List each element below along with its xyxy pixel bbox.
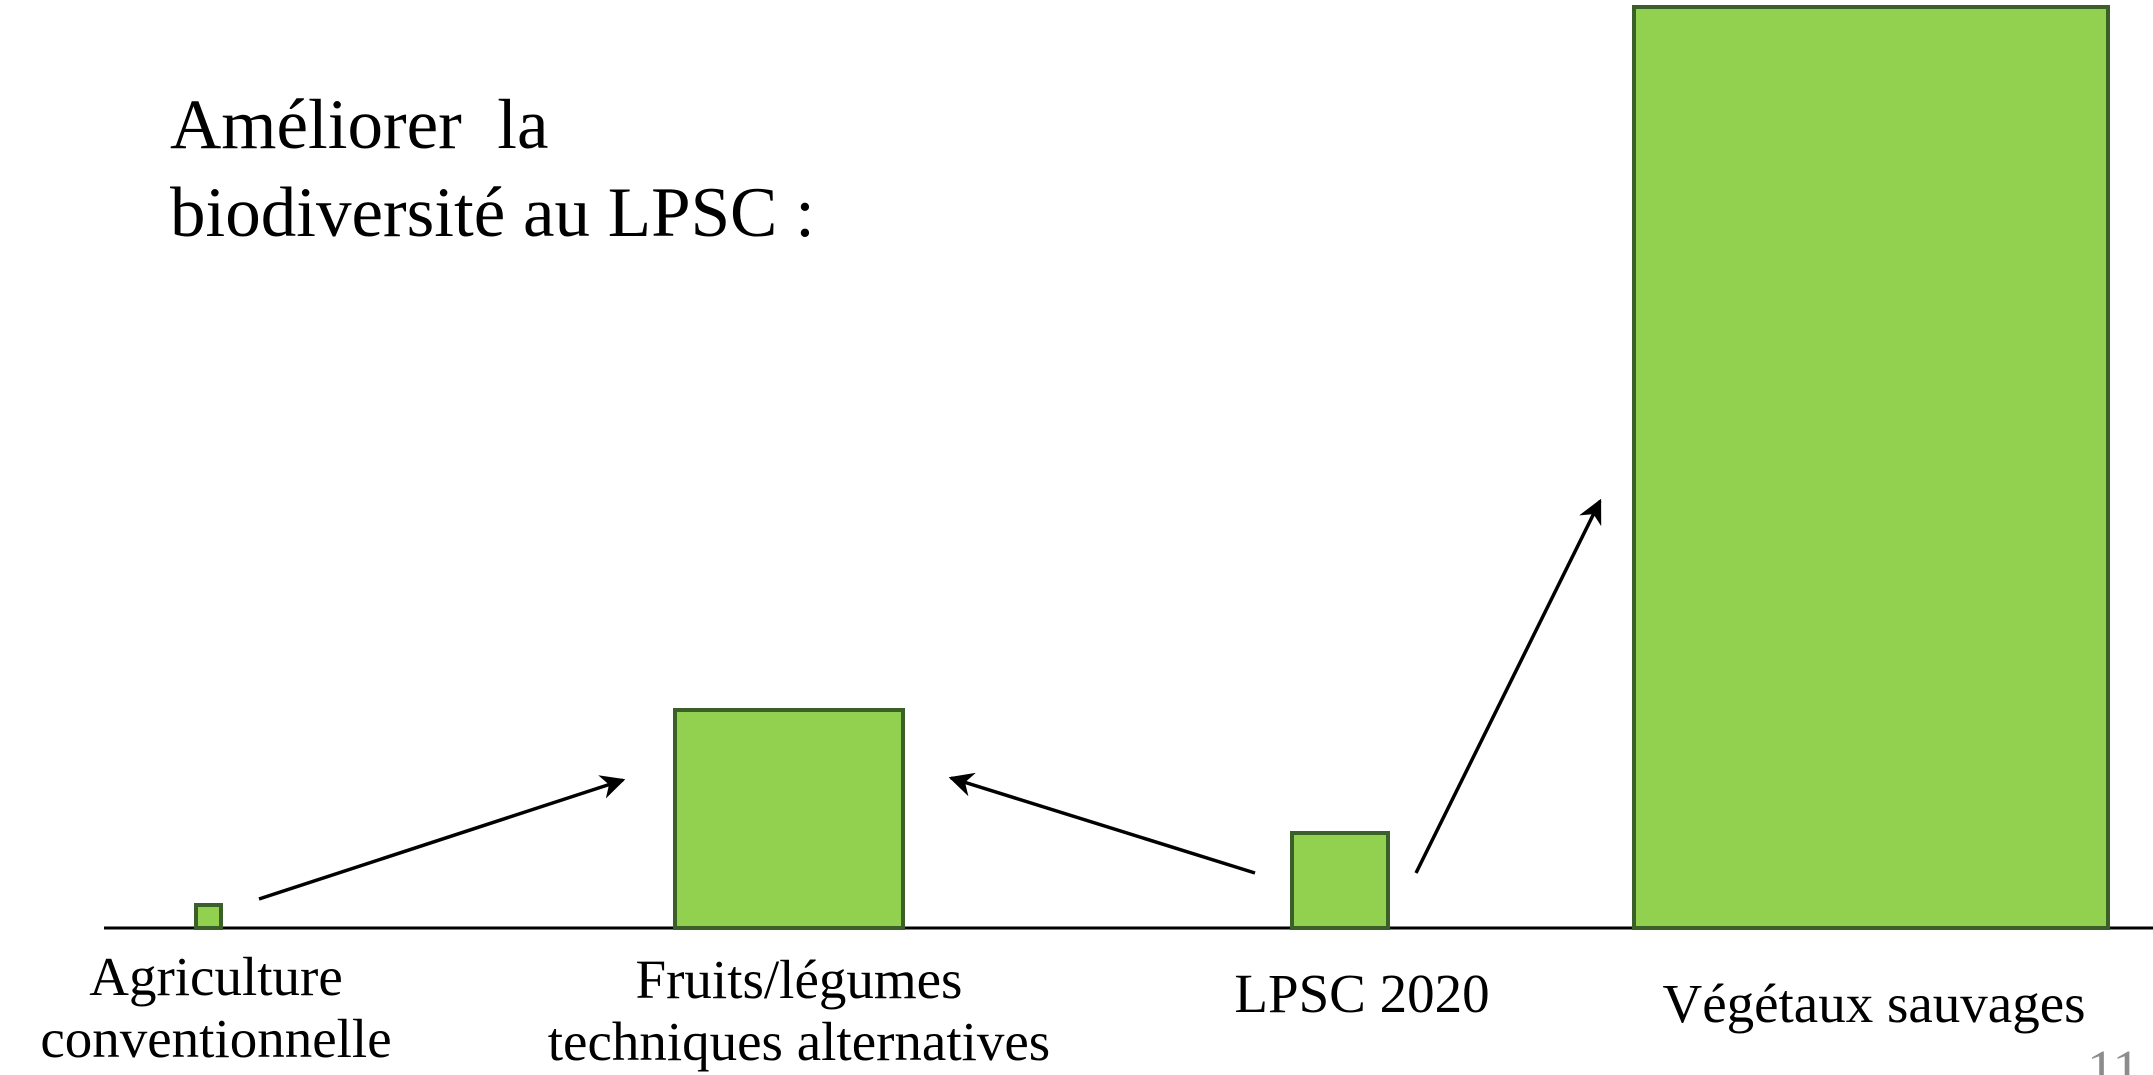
node-label: techniques alternatives (548, 1011, 1050, 1072)
title-line: biodiversité au LPSC : (170, 174, 815, 252)
arrow (1414, 498, 1602, 874)
box (673, 708, 905, 930)
box (1632, 5, 2110, 930)
title-line: Améliorer la (170, 86, 549, 164)
node-label: LPSC 2020 (1234, 963, 1489, 1024)
page-number: 11 (2087, 1039, 2140, 1075)
node-label: Végétaux sauvages (1662, 973, 2085, 1034)
box (1290, 831, 1390, 930)
arrow (948, 772, 1256, 875)
node-label: Agriculture (89, 946, 343, 1007)
node-label: conventionnelle (40, 1008, 391, 1069)
node-label: Fruits/légumes (636, 949, 963, 1010)
box (194, 903, 223, 930)
arrow (258, 775, 626, 901)
